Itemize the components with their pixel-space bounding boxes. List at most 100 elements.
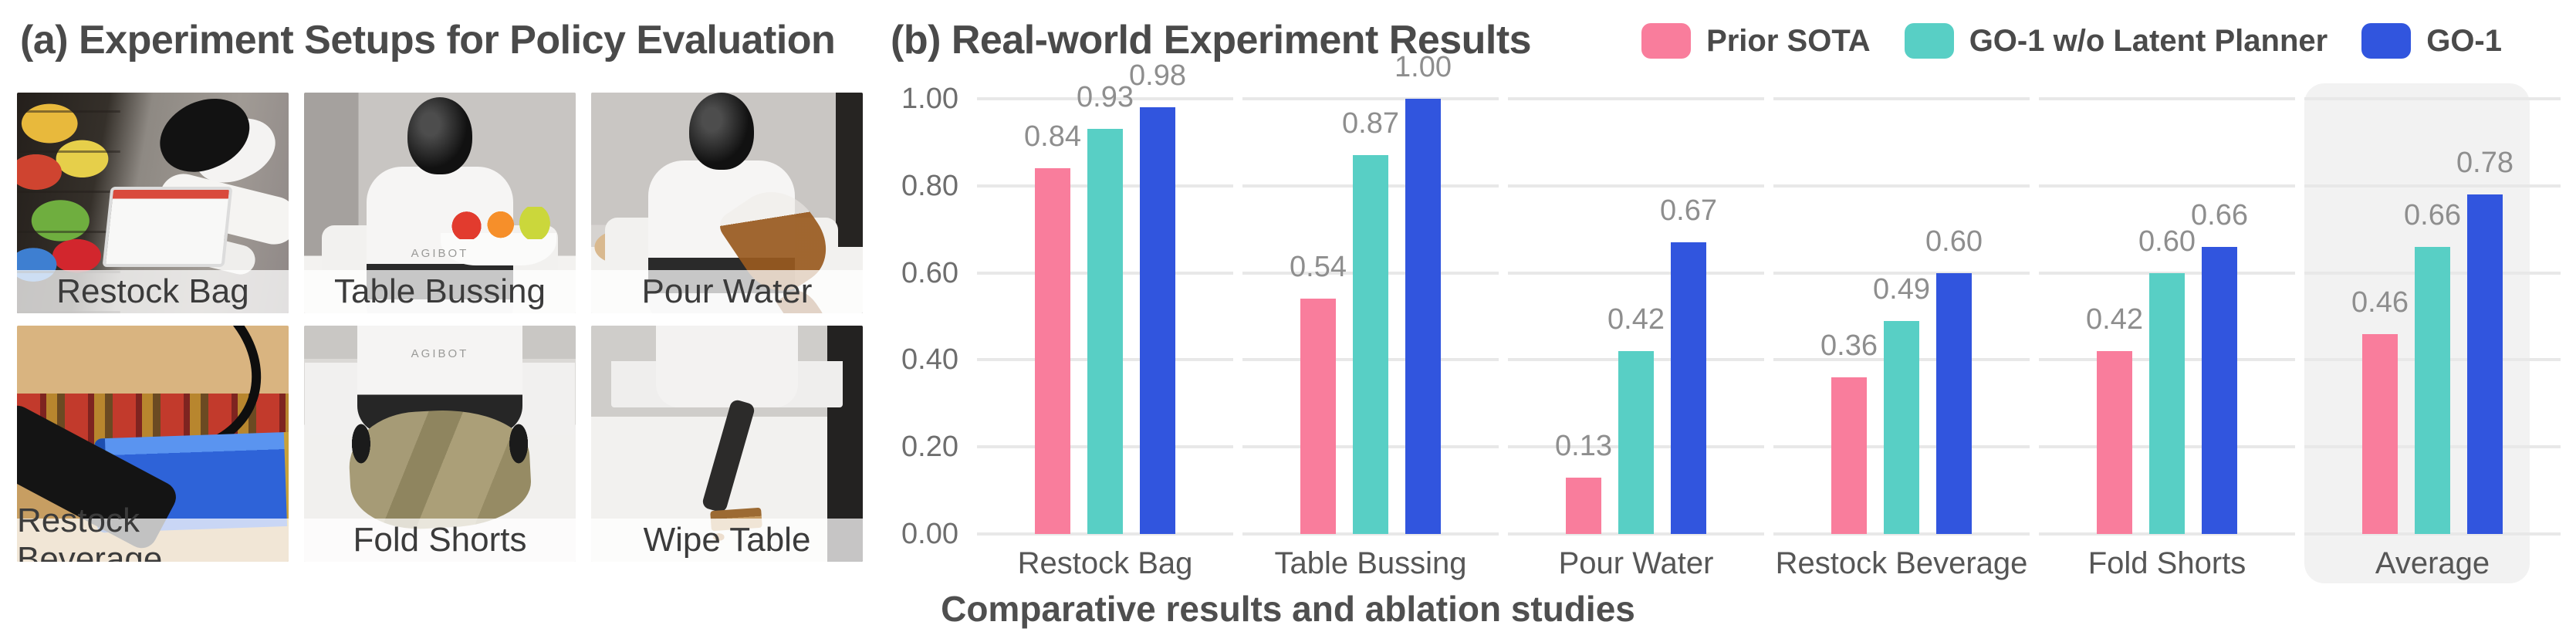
category-label-table-bussing: Table Bussing: [1274, 546, 1467, 580]
gridline: [1242, 532, 1499, 536]
bar-go-1-restock-beverage: [1936, 272, 1972, 534]
bar-prior-sota-restock-beverage: [1831, 377, 1867, 534]
bar-item-prior-sota-restock-beverage: 0.36: [1820, 331, 1878, 534]
robot-chest-logo: AGIBOT: [411, 247, 469, 260]
gridline: [1508, 532, 1764, 536]
bar-go-1-w-o-latent-planner-restock-bag: [1087, 129, 1123, 534]
bar-value-label: 0.60: [1925, 225, 1983, 258]
photo-label-fold-shorts: Fold Shorts: [304, 519, 576, 562]
bar-item-go-1-w-o-latent-planner-fold-shorts: 0.60: [2138, 227, 2196, 534]
plot-area: 0.84 0.93 0.98 Restock Bag 0.54 0.87 1.00 Table…: [977, 52, 2561, 583]
gridline: [2304, 184, 2561, 188]
gripper-shapes: [304, 417, 576, 471]
bar-value-label: 0.66: [2191, 198, 2248, 231]
bar-prior-sota-average: [2362, 333, 2398, 534]
photo-label-pour-water: Pour Water: [591, 270, 863, 313]
photo-label-text: Wipe Table: [643, 521, 811, 559]
bar-value-label: 0.49: [1873, 272, 1930, 306]
gridline: [1773, 271, 2030, 275]
bar-value-label: 0.67: [1660, 194, 1717, 228]
category-group-fold-shorts: 0.42 0.60 0.66 Fold Shorts: [2039, 97, 2295, 580]
y-tick-label-0.20: 0.20: [901, 431, 958, 464]
photo-table-bussing: AGIBOT Table Bussing: [304, 93, 576, 313]
photo-pour-water: Pour Water: [591, 93, 863, 313]
bar-go-1-pour-water: [1671, 242, 1706, 534]
bar-go-1-w-o-latent-planner-average: [2415, 246, 2450, 534]
bar-item-go-1-pour-water: 0.67: [1660, 196, 1717, 534]
bar-item-go-1-w-o-latent-planner-restock-beverage: 0.49: [1873, 275, 1930, 534]
bar-item-go-1-w-o-latent-planner-pour-water: 0.42: [1607, 305, 1665, 534]
bar-item-prior-sota-restock-bag: 0.84: [1024, 122, 1081, 534]
legend-item-prior-sota: Prior SOTA: [1641, 23, 1871, 59]
gridline: [2039, 97, 2295, 100]
category-label-restock-beverage: Restock Beverage: [1775, 546, 2028, 580]
gridline: [1773, 184, 2030, 188]
bar-item-prior-sota-table-bussing: 0.54: [1290, 252, 1347, 534]
bar-value-label: 0.93: [1077, 81, 1134, 114]
bar-item-go-1-restock-beverage: 0.60: [1925, 227, 1983, 534]
gridline: [1508, 271, 1764, 275]
legend-label: Prior SOTA: [1706, 23, 1871, 58]
photo-label-table-bussing: Table Bussing: [304, 270, 576, 313]
y-tick-label-0.00: 0.00: [901, 518, 958, 550]
bar-value-label: 0.13: [1555, 429, 1612, 462]
bar-item-go-1-w-o-latent-planner-average: 0.66: [2404, 201, 2461, 534]
gridline: [1773, 532, 2030, 536]
bar-cluster-pour-water: 0.13 0.42 0.67: [1555, 196, 1717, 534]
robot-chest-logo: AGIBOT: [411, 347, 469, 360]
category-group-pour-water: 0.13 0.42 0.67 Pour Water: [1508, 97, 1764, 580]
bar-prior-sota-fold-shorts: [2097, 351, 2132, 534]
category-group-table-bussing: 0.54 0.87 1.00 Table Bussing: [1242, 52, 1499, 580]
legend-label: GO-1 w/o Latent Planner: [1969, 23, 2328, 58]
figure-caption: Comparative results and ablation studies: [941, 589, 1635, 629]
legend-label: GO-1: [2426, 23, 2502, 58]
photo-label-restock-bag: Restock Bag: [17, 270, 289, 313]
photo-restock-beverage: Restock Beverage: [17, 326, 289, 562]
panel-b-title: (b) Real-world Experiment Results: [891, 18, 1532, 63]
category-label-average: Average: [2375, 546, 2490, 580]
gridline: [977, 532, 1233, 536]
bar-cluster-average: 0.46 0.66 0.78: [2351, 148, 2513, 534]
gridline: [1508, 97, 1764, 100]
bar-item-prior-sota-average: 0.46: [2351, 288, 2409, 534]
bar-value-label: 0.87: [1342, 107, 1399, 140]
bar-prior-sota-table-bussing: [1300, 299, 1336, 534]
bar-cluster-restock-beverage: 0.36 0.49 0.60: [1820, 227, 1983, 534]
bar-go-1-w-o-latent-planner-restock-beverage: [1884, 320, 1919, 534]
y-axis: 0.00 0.20 0.40 0.60 0.80 1.00: [887, 83, 958, 550]
bar-go-1-average: [2467, 194, 2503, 534]
bar-cluster-table-bussing: 0.54 0.87 1.00: [1290, 52, 1452, 534]
gridline: [1242, 97, 1499, 100]
gridline: [2304, 97, 2561, 100]
bar-value-label: 0.54: [1290, 251, 1347, 284]
y-tick-label-0.60: 0.60: [901, 256, 958, 289]
legend-swatch-prior-sota: [1641, 23, 1692, 59]
photo-restock-bag: Restock Bag: [17, 93, 289, 313]
photo-label-text: Fold Shorts: [353, 521, 527, 559]
panel-a-title: (a) Experiment Setups for Policy Evaluat…: [20, 18, 836, 63]
bar-value-label: 0.42: [1607, 303, 1665, 336]
bar-item-go-1-fold-shorts: 0.66: [2191, 201, 2248, 534]
photo-label-restock-beverage: Restock Beverage: [17, 502, 289, 562]
category-label-fold-shorts: Fold Shorts: [2088, 546, 2246, 580]
legend-item-go1-wo-latent-planner: GO-1 w/o Latent Planner: [1904, 23, 2328, 59]
bar-go-1-restock-bag: [1140, 107, 1175, 534]
category-label-pour-water: Pour Water: [1558, 546, 1714, 580]
bar-item-go-1-average: 0.78: [2456, 148, 2513, 534]
bar-value-label: 0.60: [2138, 225, 2196, 258]
category-group-average: 0.46 0.66 0.78 Average: [2304, 83, 2561, 583]
photo-label-text: Restock Beverage: [17, 502, 163, 562]
gridline: [977, 97, 1233, 100]
gridline: [2304, 532, 2561, 536]
bar-item-go-1-table-bussing: 1.00: [1394, 52, 1452, 534]
shopping-basket-shape: [102, 187, 233, 267]
bar-item-go-1-w-o-latent-planner-table-bussing: 0.87: [1342, 109, 1399, 534]
bar-value-label: 0.98: [1129, 59, 1186, 93]
y-tick-label-0.40: 0.40: [901, 343, 958, 377]
fruit-bowl-shape: [441, 207, 557, 265]
bar-item-go-1-restock-bag: 0.98: [1129, 61, 1186, 534]
bar-item-go-1-w-o-latent-planner-restock-bag: 0.93: [1077, 83, 1134, 534]
category-group-restock-beverage: 0.36 0.49 0.60 Restock Beverage: [1773, 97, 2030, 580]
bar-go-1-w-o-latent-planner-fold-shorts: [2149, 272, 2185, 534]
